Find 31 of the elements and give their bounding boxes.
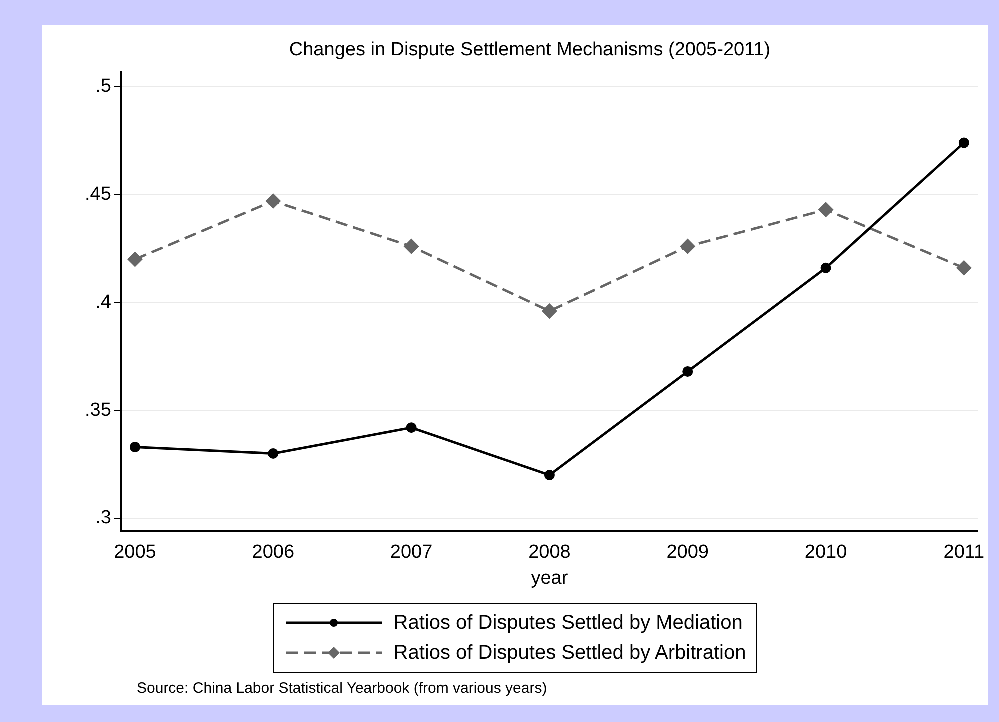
x-axis-title: year [531, 568, 569, 589]
point [544, 470, 555, 481]
source-note: Source: China Labor Statistical Yearbook (from various years) [137, 680, 548, 697]
point [958, 138, 970, 148]
y-tick-label: .5 [96, 76, 112, 98]
point [406, 422, 417, 434]
point [130, 442, 140, 452]
x-tick-label: 2007 [390, 542, 433, 564]
point [956, 260, 972, 276]
point [404, 239, 419, 254]
point [266, 194, 281, 209]
x-tick-label: 2009 [666, 542, 710, 564]
y-tick-label: .3 [96, 508, 112, 529]
legend-label: Ratios of Disputes Settled by Arbitration [394, 642, 746, 664]
point [680, 239, 696, 254]
point [542, 304, 557, 319]
x-tick-label: 2008 [528, 542, 571, 564]
y-tick-label: .45 [84, 184, 112, 206]
x-tick-label: 2010 [804, 542, 848, 564]
point [682, 366, 694, 377]
x-tick-label: 2005 [114, 542, 156, 564]
point [820, 262, 832, 274]
point [268, 448, 279, 459]
point [128, 252, 142, 267]
x-tick-label: 2006 [252, 542, 295, 564]
y-tick-label: .4 [96, 292, 112, 313]
point [818, 202, 834, 218]
chart-title: Changes in Dispute Settlement Mechanisms (2005-2011) [289, 40, 771, 61]
y-tick-label: .35 [84, 400, 112, 421]
x-tick-label: 2011 [944, 542, 985, 564]
legend-label: Ratios of Disputes Settled by Mediation [394, 612, 743, 634]
